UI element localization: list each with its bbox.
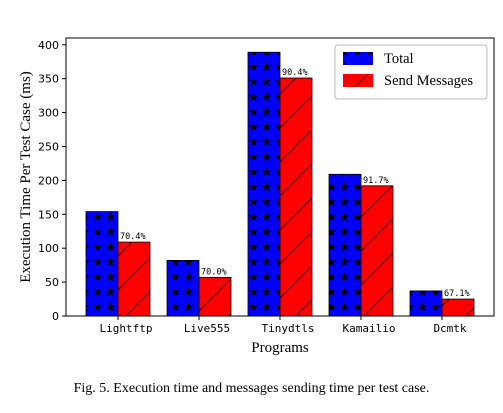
bars-group xyxy=(85,51,475,317)
bar-total-live555 xyxy=(166,259,200,317)
y-tick-label-400: 400 xyxy=(38,39,59,52)
data-label-live555: 70.0% xyxy=(201,267,227,277)
x-axis-title: Programs xyxy=(251,340,309,356)
y-axis-title: Execution Time Per Test Case (ms) xyxy=(18,71,34,283)
x-tick-label-dcmtk: Dcmtk xyxy=(433,322,466,335)
bar-send-messages-live555 xyxy=(198,276,232,317)
data-label-lightftp: 70.4% xyxy=(120,232,146,242)
figure-caption: Fig. 5. Execution time and messages send… xyxy=(73,381,430,396)
legend: Total Send Messages xyxy=(334,44,488,100)
data-label-kamailio: 91.7% xyxy=(363,176,389,186)
bar-send-messages-tinydtls xyxy=(279,77,313,317)
bar-total-lightftp xyxy=(85,211,119,317)
y-tick-label-200: 200 xyxy=(38,174,59,187)
bar-total-tinydtls xyxy=(247,51,281,317)
x-tick-label-kamailio: Kamailio xyxy=(343,322,396,335)
bar-send-messages-dcmtk xyxy=(441,298,475,317)
bar-total-kamailio xyxy=(328,173,362,317)
data-label-dcmtk: 67.1% xyxy=(444,289,470,299)
bar-send-messages-lightftp xyxy=(117,241,151,317)
x-tick-label-tinydtls: Tinydtls xyxy=(262,322,315,335)
x-tick-label-lightftp: Lightftp xyxy=(100,322,153,335)
data-label-tinydtls: 90.4% xyxy=(282,68,308,78)
x-tick-label-live555: Live555 xyxy=(184,322,230,335)
y-axis-ticks: 0 50 100 150 200 250 300 350 400 xyxy=(38,39,66,323)
data-labels-group: 70.4% 70.0% 90.4% 91.7% 67.1% xyxy=(120,68,470,299)
legend-swatch-send-messages xyxy=(343,74,373,87)
y-tick-label-300: 300 xyxy=(38,107,59,120)
y-tick-label-50: 50 xyxy=(45,276,59,289)
x-axis-ticks: Lightftp Live555 Tinydtls Kamailio Dcmtk xyxy=(100,316,467,335)
y-tick-label-0: 0 xyxy=(52,310,59,323)
y-tick-label-100: 100 xyxy=(38,242,59,255)
y-tick-label-150: 150 xyxy=(38,208,59,221)
bar-send-messages-kamailio xyxy=(360,185,394,317)
y-tick-label-250: 250 xyxy=(38,140,59,153)
bar-total-dcmtk xyxy=(409,290,443,317)
legend-label-send-messages: Send Messages xyxy=(384,73,473,89)
y-tick-label-350: 350 xyxy=(38,73,59,86)
bar-chart: 70.4% 70.0% 90.4% 91.7% 67.1% 0 50 100 150 200 25… xyxy=(18,37,495,356)
legend-label-total: Total xyxy=(384,51,414,67)
legend-swatch-total xyxy=(343,52,373,65)
